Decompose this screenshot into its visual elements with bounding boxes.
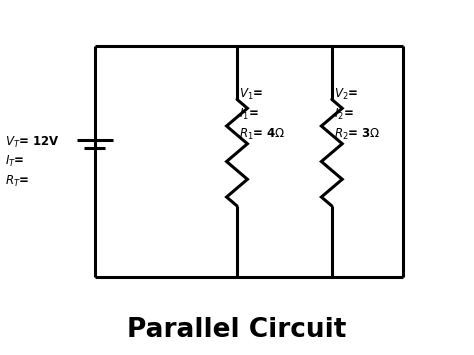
Text: Parallel Circuit: Parallel Circuit bbox=[128, 317, 346, 343]
Text: $V_2$=: $V_2$= bbox=[334, 87, 358, 102]
Text: $I_T$=: $I_T$= bbox=[5, 154, 24, 169]
Text: $V_1$=: $V_1$= bbox=[239, 87, 264, 102]
Text: $I_1$=: $I_1$= bbox=[239, 107, 259, 122]
Text: $V_T$= 12V: $V_T$= 12V bbox=[5, 135, 59, 149]
Text: $R_1$= 4$\Omega$: $R_1$= 4$\Omega$ bbox=[239, 127, 286, 142]
Text: $I_2$=: $I_2$= bbox=[334, 107, 354, 122]
Text: $R_2$= 3$\Omega$: $R_2$= 3$\Omega$ bbox=[334, 127, 381, 142]
Text: $R_T$=: $R_T$= bbox=[5, 174, 29, 189]
